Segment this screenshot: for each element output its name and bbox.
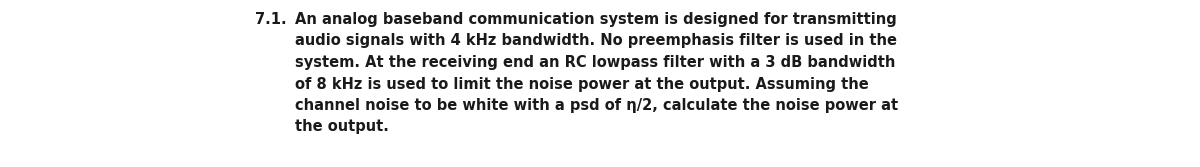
Text: the output.: the output. (295, 120, 389, 134)
Text: 7.1.: 7.1. (254, 12, 287, 27)
Text: channel noise to be white with a psd of η/2, calculate the noise power at: channel noise to be white with a psd of … (295, 98, 898, 113)
Text: An analog baseband communication system is designed for transmitting: An analog baseband communication system … (295, 12, 896, 27)
Text: system. At the receiving end an RC lowpass filter with a 3 dB bandwidth: system. At the receiving end an RC lowpa… (295, 55, 895, 70)
Text: audio signals with 4 kHz bandwidth. No preemphasis filter is used in the: audio signals with 4 kHz bandwidth. No p… (295, 34, 898, 48)
Text: of 8 kHz is used to limit the noise power at the output. Assuming the: of 8 kHz is used to limit the noise powe… (295, 76, 869, 92)
